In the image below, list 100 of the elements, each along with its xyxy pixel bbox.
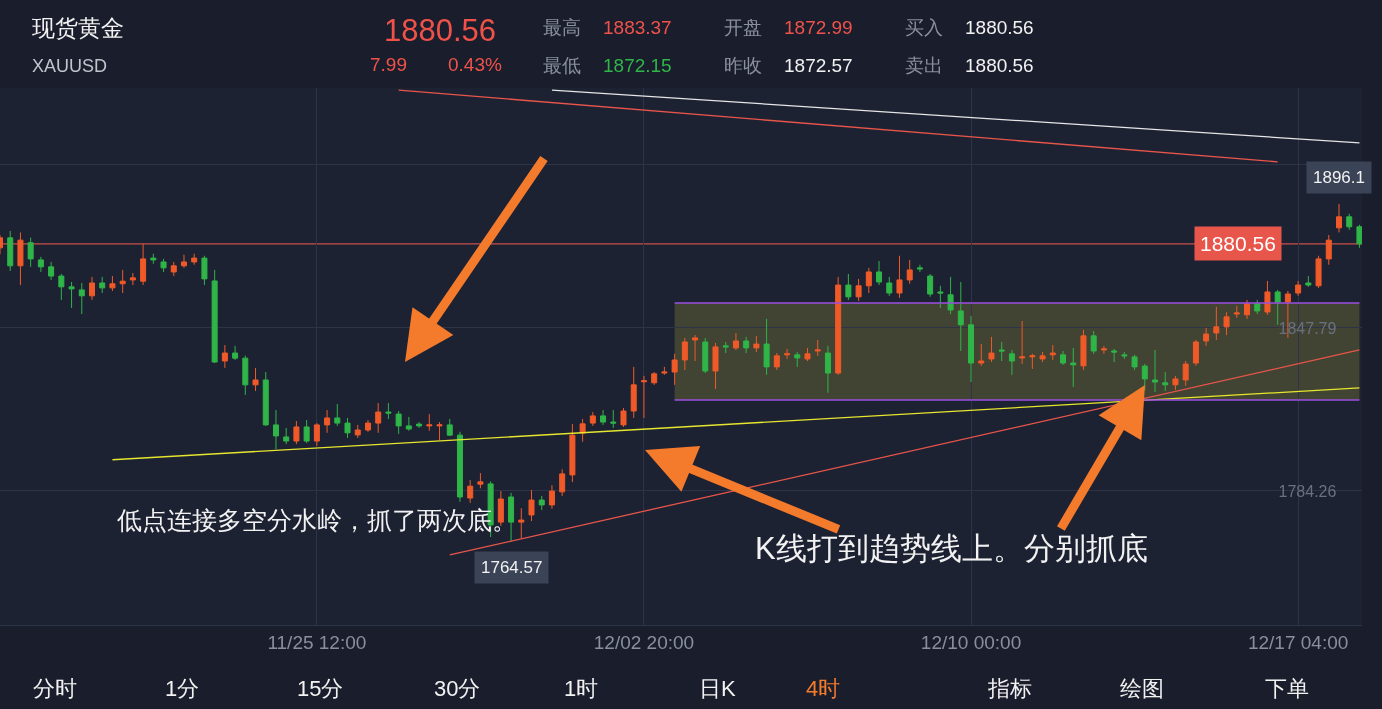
text: 1880.56 <box>965 17 1034 38</box>
candlestick <box>947 276 954 315</box>
candlestick <box>272 409 279 450</box>
candlestick <box>630 366 637 419</box>
candlestick <box>1336 203 1343 233</box>
candlestick <box>78 282 85 315</box>
candlestick <box>252 367 259 392</box>
candlestick <box>405 416 412 432</box>
candlestick <box>886 276 893 297</box>
candlestick <box>364 419 371 433</box>
candlestick <box>732 332 739 351</box>
annotation: 1764.57 <box>481 558 543 577</box>
candlestick <box>1131 354 1138 371</box>
candlestick <box>845 273 852 301</box>
candlestick <box>1223 311 1230 336</box>
text: 1872.15 <box>603 55 672 76</box>
candlestick <box>477 472 484 489</box>
x-tick-label: 12/02 20:00 <box>593 631 695 653</box>
text: 指标 <box>987 676 1032 701</box>
candlestick <box>293 420 300 445</box>
candlestick <box>1162 371 1169 392</box>
candlestick <box>7 230 14 272</box>
candlestick <box>1254 299 1261 315</box>
candlestick <box>354 424 361 439</box>
candlestick <box>232 345 239 361</box>
candlestick <box>334 403 341 427</box>
text: 分时 <box>33 676 77 701</box>
candlestick <box>712 342 719 390</box>
candlestick <box>784 348 791 360</box>
candlestick <box>906 259 913 285</box>
candlestick <box>508 492 515 542</box>
candlestick <box>99 276 106 294</box>
candlestick <box>201 255 208 286</box>
candlestick <box>528 489 535 522</box>
candlestick <box>1192 339 1199 367</box>
candlestick <box>497 490 504 527</box>
candlestick <box>1060 350 1067 366</box>
candlestick <box>1346 213 1353 231</box>
text: 15分 <box>297 676 344 701</box>
candlestick <box>538 495 545 511</box>
candlestick <box>1182 360 1189 387</box>
candlestick <box>1233 305 1240 319</box>
candlestick <box>109 275 116 292</box>
candlestick <box>988 336 995 363</box>
candlestick <box>1203 327 1210 347</box>
candlestick <box>814 339 821 357</box>
candlestick <box>610 409 617 429</box>
candlestick <box>395 410 402 435</box>
candlestick <box>262 371 269 427</box>
text: 1880.56 <box>384 13 497 48</box>
text: 卖出 <box>905 55 943 76</box>
candlestick <box>651 371 658 386</box>
text: 1872.57 <box>784 55 853 76</box>
x-tick-label: 12/10 00:00 <box>920 631 1022 653</box>
candlestick <box>1100 345 1107 355</box>
candlestick <box>998 341 1005 362</box>
chart-title: 现货黄金 <box>32 15 124 41</box>
candlestick <box>600 409 607 426</box>
candlestick <box>722 341 729 354</box>
candlestick <box>27 237 34 268</box>
candlestick <box>436 421 443 441</box>
candlestick <box>211 269 218 364</box>
annotation: 1896.1 <box>1313 168 1365 187</box>
candlestick <box>1049 344 1056 361</box>
x-tick-label: 12/17 04:00 <box>1247 631 1349 653</box>
candlestick <box>1244 299 1251 320</box>
candlestick <box>150 253 157 265</box>
candlestick <box>242 355 249 396</box>
text: 1883.37 <box>603 17 672 38</box>
candlestick <box>1315 255 1322 289</box>
x-tick-label: 11/25 12:00 <box>267 631 367 653</box>
candlestick <box>303 419 310 444</box>
candlestick <box>1305 275 1312 288</box>
candlestick <box>763 318 770 376</box>
text: 开盘 <box>724 17 762 38</box>
candlestick <box>170 261 177 277</box>
candlestick <box>1111 348 1118 363</box>
text: 下单 <box>1265 676 1309 701</box>
text: 1时 <box>564 676 599 701</box>
chart-subtitle: XAUUSD <box>32 56 108 76</box>
candlestick <box>518 507 525 539</box>
candlestick <box>1121 351 1128 360</box>
candlestick <box>37 256 44 273</box>
ref-line-label: 1880.56 <box>1200 232 1276 255</box>
candlestick <box>579 418 586 443</box>
candlestick <box>773 352 780 371</box>
candlestick <box>876 260 883 286</box>
candlestick <box>140 243 147 286</box>
candlestick <box>743 336 750 354</box>
candlestick <box>916 264 923 273</box>
candlestick <box>48 261 55 281</box>
text: 0.43% <box>448 54 502 75</box>
candlestick <box>855 278 862 302</box>
candlestick <box>1019 320 1026 365</box>
candlestick <box>160 258 167 273</box>
candlestick <box>804 347 811 362</box>
text: 1880.56 <box>965 55 1034 76</box>
candlestick <box>1039 351 1046 363</box>
text: 30分 <box>434 676 481 701</box>
candlestick <box>88 276 95 301</box>
